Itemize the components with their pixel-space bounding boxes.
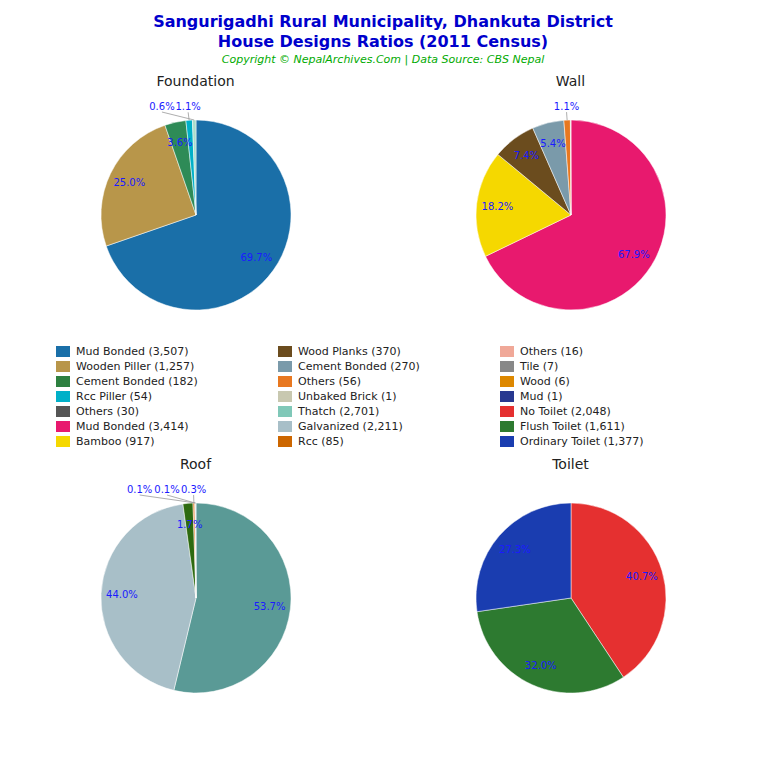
svg-text:53.7%: 53.7% (253, 601, 285, 612)
html-text:Rcc (85): Rcc (85) (298, 435, 344, 448)
html-text:Rcc Piller (54): Rcc Piller (54) (76, 390, 153, 403)
svg-text:27.3%: 27.3% (499, 544, 531, 555)
html-text:Wooden Piller (1,257): Wooden Piller (1,257) (76, 360, 195, 373)
html-text:Roof: Roof (179, 456, 212, 472)
html-text:Sangurigadhi Rural Municipalit: Sangurigadhi Rural Municipality, Dhankut… (153, 12, 613, 31)
svg-text:0.6%: 0.6% (149, 101, 174, 112)
html-text:No Toilet (2,048): No Toilet (2,048) (520, 405, 611, 418)
html-text:Others (30): Others (30) (76, 405, 139, 418)
html-text:Others (16): Others (16) (520, 345, 583, 358)
html-text:Tile (7): Tile (7) (520, 360, 559, 373)
html-text:House Designs Ratios (2011 Cen: House Designs Ratios (2011 Census) (217, 32, 549, 51)
svg-text:3.6%: 3.6% (167, 137, 192, 148)
html-text:Wall: Wall (555, 73, 586, 89)
html-text:Foundation: Foundation (156, 73, 235, 89)
html-text:Galvanized (2,211): Galvanized (2,211) (298, 420, 403, 433)
html-text:Mud Bonded (3,414): Mud Bonded (3,414) (76, 420, 189, 433)
svg-text:0.3%: 0.3% (180, 484, 205, 495)
svg-text:7.4%: 7.4% (513, 150, 538, 161)
html-text:Ordinary Toilet (1,377): Ordinary Toilet (1,377) (520, 435, 644, 448)
svg-text:1.7%: 1.7% (177, 519, 202, 530)
html-text:Toilet: Toilet (552, 456, 589, 472)
html-text:Wood Planks (370): Wood Planks (370) (298, 345, 401, 358)
html-text:Copyright © NepalArchives.Com: Copyright © NepalArchives.Com | Data Sou… (221, 53, 545, 66)
svg-text:1.1%: 1.1% (553, 101, 578, 112)
html-text:Unbaked Brick (1): Unbaked Brick (1) (298, 390, 397, 403)
svg-text:32.0%: 32.0% (524, 660, 556, 671)
svg-text:40.7%: 40.7% (626, 571, 658, 582)
svg-text:1.1%: 1.1% (175, 101, 200, 112)
svg-text:44.0%: 44.0% (106, 589, 138, 600)
svg-text:25.0%: 25.0% (113, 177, 145, 188)
html-text:Cement Bonded (270): Cement Bonded (270) (298, 360, 420, 373)
html-text:Bamboo (917): Bamboo (917) (76, 435, 155, 448)
svg-text:69.7%: 69.7% (240, 252, 272, 263)
svg-text:5.4%: 5.4% (540, 138, 565, 149)
html-text:Thatch (2,701): Thatch (2,701) (298, 405, 380, 418)
html-text:Mud (1): Mud (1) (520, 390, 563, 403)
html-text:Others (56): Others (56) (298, 375, 361, 388)
html-text:Flush Toilet (1,611): Flush Toilet (1,611) (520, 420, 625, 433)
svg-text:18.2%: 18.2% (481, 201, 513, 212)
svg-text:0.1%: 0.1% (154, 484, 179, 495)
html-text:Wood (6): Wood (6) (520, 375, 570, 388)
svg-text:67.9%: 67.9% (617, 249, 649, 260)
html-text:Mud Bonded (3,507): Mud Bonded (3,507) (76, 345, 189, 358)
html-text:Cement Bonded (182): Cement Bonded (182) (76, 375, 198, 388)
svg-text:0.1%: 0.1% (126, 484, 151, 495)
